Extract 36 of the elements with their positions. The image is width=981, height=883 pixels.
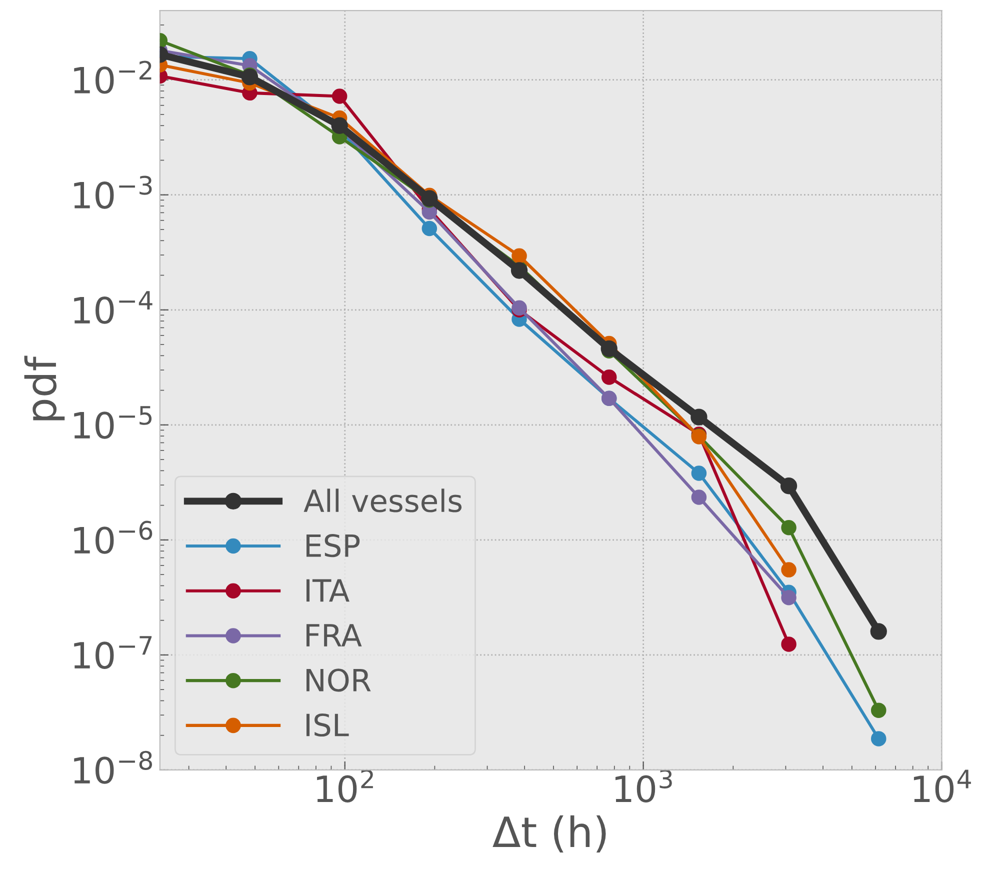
point [691,466,707,481]
point [870,702,886,718]
y-tick-label: 10$^{−5}$ [74,406,152,439]
point [781,590,796,606]
y-tick-label: 10$^{−4}$ [74,291,152,324]
y-tick-label: 10$^{−3}$ [74,176,152,209]
point [780,478,798,494]
point [331,117,348,134]
legend-label: ESP [306,534,360,558]
y-tick-label: 10$^{−6}$ [74,520,152,554]
legend-label: ITA [306,579,350,602]
point [781,636,796,652]
y-tick-label: 10$^{−2}$ [74,60,152,94]
y-tick-label: 10$^{−7}$ [74,636,152,669]
legend-label: ISL [306,713,349,737]
legend-label: All vessels [304,488,462,512]
point [601,370,617,385]
point [870,623,887,640]
point [422,220,438,236]
point [600,340,618,358]
point [781,562,796,578]
point [690,408,708,426]
x-axis-title: Δt (h) [492,815,606,852]
y-axis-title: pdf [24,356,65,420]
legend-label: FRA [306,624,362,646]
point [870,731,886,746]
point [241,68,258,86]
legend-label: NOR [306,668,371,692]
point [332,88,348,104]
point [421,190,438,207]
point [510,262,528,279]
point [781,520,796,536]
y-tick-label: 10$^{−8}$ [74,750,152,784]
x-tick-label: 10$^{4}$ [914,770,971,803]
point [691,490,707,505]
point [512,248,527,264]
